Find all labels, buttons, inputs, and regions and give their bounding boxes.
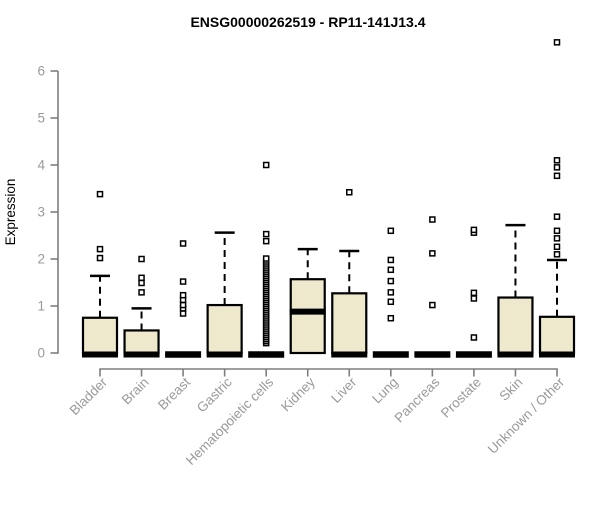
outlier-point bbox=[470, 289, 478, 297]
outlier-point bbox=[553, 39, 561, 46]
y-tick-label: 1 bbox=[37, 299, 45, 314]
outlier-point bbox=[262, 255, 270, 262]
x-tick-label: Pancreas bbox=[392, 374, 443, 425]
plot-area bbox=[81, 39, 576, 358]
y-tick-label: 5 bbox=[37, 111, 45, 126]
outlier-point bbox=[262, 230, 270, 238]
x-tick-label: Skin bbox=[496, 375, 525, 404]
chart-title: ENSG00000262519 - RP11-141J13.4 bbox=[190, 14, 425, 30]
y-axis-label: Expression bbox=[3, 179, 18, 246]
y-tick-label: 3 bbox=[37, 205, 45, 220]
outlier-point bbox=[179, 301, 187, 309]
outlier-point bbox=[138, 255, 145, 263]
outlier-point bbox=[553, 243, 561, 251]
outlier-point bbox=[429, 216, 436, 223]
x-tick-label: Bladder bbox=[67, 374, 111, 418]
outlier-point bbox=[179, 310, 187, 317]
y-tick-label: 6 bbox=[37, 64, 45, 79]
box-kidney bbox=[289, 247, 326, 355]
outlier-point bbox=[387, 277, 395, 285]
box-body bbox=[331, 292, 368, 355]
outlier-point bbox=[138, 279, 145, 287]
outlier-point bbox=[553, 251, 561, 258]
box-skin bbox=[497, 223, 534, 358]
box-body bbox=[81, 316, 119, 355]
outlier-point bbox=[96, 245, 104, 253]
box-body bbox=[289, 278, 326, 355]
outlier-point bbox=[553, 235, 561, 242]
y-tick-label: 0 bbox=[37, 346, 45, 361]
x-tick-label: Unknown / Other bbox=[485, 374, 568, 457]
x-tick-label: Breast bbox=[155, 374, 193, 412]
outlier-point bbox=[553, 227, 561, 235]
outlier-point bbox=[553, 172, 561, 180]
x-tick-label: Brain bbox=[119, 375, 152, 408]
outlier-point bbox=[470, 226, 478, 234]
outlier-point bbox=[138, 274, 145, 282]
box-gastric bbox=[206, 231, 243, 358]
x-tick-label: Prostate bbox=[438, 375, 484, 421]
box-lung bbox=[372, 227, 409, 358]
outlier-point bbox=[387, 289, 395, 296]
outlier-point bbox=[387, 256, 395, 264]
outlier-point bbox=[470, 295, 478, 302]
outlier-point bbox=[96, 190, 104, 198]
box-bladder bbox=[81, 190, 119, 358]
outlier-point bbox=[179, 291, 187, 299]
outlier-point bbox=[387, 314, 395, 322]
box-brain bbox=[123, 255, 160, 358]
outlier-point bbox=[553, 213, 561, 220]
y-tick-label: 2 bbox=[37, 252, 45, 267]
box-hematopoietic-cells bbox=[248, 161, 285, 358]
box-body bbox=[123, 329, 160, 355]
outlier-point bbox=[387, 227, 395, 235]
x-tick-label: Lung bbox=[369, 375, 401, 407]
outlier-point bbox=[179, 278, 187, 285]
outlier-point bbox=[138, 289, 145, 296]
outlier-point bbox=[96, 254, 104, 262]
box-unknown-other bbox=[538, 39, 576, 358]
outlier-point bbox=[553, 164, 561, 171]
box-breast bbox=[165, 240, 202, 358]
box-body bbox=[206, 303, 243, 355]
outlier-point bbox=[429, 301, 436, 309]
outlier-point bbox=[387, 266, 395, 274]
box-pancreas bbox=[414, 216, 451, 358]
box-body bbox=[497, 296, 534, 355]
outlier-point bbox=[179, 240, 187, 247]
box-prostate bbox=[455, 226, 492, 358]
x-tick-label: Liver bbox=[328, 374, 360, 406]
box-body bbox=[538, 315, 576, 355]
box-liver bbox=[331, 189, 368, 358]
outlier-point bbox=[470, 334, 478, 341]
x-tick-label: Gastric bbox=[194, 374, 235, 415]
outlier-point bbox=[262, 237, 270, 245]
outlier-point bbox=[346, 189, 353, 196]
outlier-point bbox=[262, 161, 270, 169]
outlier-point bbox=[429, 250, 436, 257]
outlier-point bbox=[387, 298, 395, 306]
x-tick-label: Kidney bbox=[278, 374, 318, 414]
y-tick-label: 4 bbox=[37, 158, 45, 173]
outlier-point bbox=[553, 157, 561, 164]
